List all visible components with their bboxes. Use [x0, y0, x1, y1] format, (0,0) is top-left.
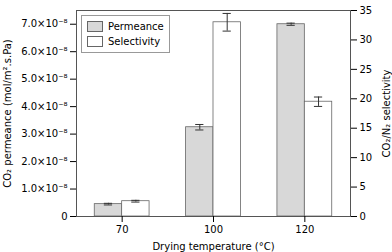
html-text:Permeance: Permeance — [108, 21, 164, 32]
svg-text:Drying temperature (°C): Drying temperature (°C) — [152, 241, 274, 252]
svg-text:70: 70 — [116, 224, 129, 235]
svg-text:4.0×10⁻⁸: 4.0×10⁻⁸ — [21, 101, 67, 112]
svg-text:30: 30 — [360, 34, 373, 45]
svg-text:3.0×10⁻⁸: 3.0×10⁻⁸ — [21, 128, 67, 139]
svg-text:CO₂/N₂ selectivity: CO₂/N₂ selectivity — [381, 69, 392, 157]
svg-text:1.0×10⁻⁸: 1.0×10⁻⁸ — [21, 183, 67, 194]
svg-text:6.0×10⁻⁸: 6.0×10⁻⁸ — [21, 46, 67, 57]
svg-text:CO₂ permeance (mol/m².s.Pa): CO₂ permeance (mol/m².s.Pa) — [2, 39, 13, 188]
svg-text:120: 120 — [295, 224, 314, 235]
svg-text:25: 25 — [360, 64, 373, 75]
svg-text:100: 100 — [204, 224, 223, 235]
html-text:Selectivity: Selectivity — [108, 36, 161, 47]
svg-text:7.0×10⁻⁸: 7.0×10⁻⁸ — [21, 18, 67, 29]
svg-text:5: 5 — [360, 181, 366, 192]
svg-text:10: 10 — [360, 152, 373, 163]
svg-text:20: 20 — [360, 93, 373, 104]
svg-text:0: 0 — [61, 211, 67, 222]
svg-text:15: 15 — [360, 122, 373, 133]
svg-text:0: 0 — [360, 211, 366, 222]
svg-text:5.0×10⁻⁸: 5.0×10⁻⁸ — [21, 73, 67, 84]
svg-text:35: 35 — [360, 5, 373, 16]
svg-text:2.0×10⁻⁸: 2.0×10⁻⁸ — [21, 156, 67, 167]
